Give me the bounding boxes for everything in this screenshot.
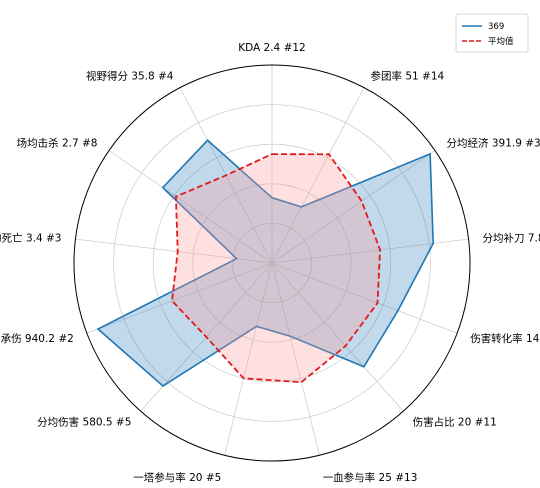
series-polygon-2 xyxy=(171,153,382,384)
axis-label: 一血参与率 25 #13 xyxy=(323,471,418,484)
grid-spoke xyxy=(271,262,320,456)
axis-label: 分均经济 391.9 #3 xyxy=(447,137,540,150)
axis-label: 视野得分 35.8 #4 xyxy=(86,69,174,82)
axis-label: 分均伤害 580.5 #5 xyxy=(37,416,131,429)
radar-series xyxy=(96,139,435,387)
grid-spoke xyxy=(224,262,273,456)
axis-label: 分均补刀 7.8 #3 xyxy=(483,231,540,244)
axis-labels: KDA 2.4 #12 参团率 51 #14 分均经济 391.9 #3 分均补刀 7… xyxy=(0,42,540,484)
grid-spoke xyxy=(271,238,469,264)
grid-spoke xyxy=(271,87,365,264)
grid-spoke xyxy=(75,238,273,264)
legend: 369 平均值 xyxy=(455,13,529,53)
grid-spoke xyxy=(271,262,404,412)
legend-box xyxy=(455,13,529,53)
axis-label: 参团率 51 #14 xyxy=(371,69,445,82)
axis-label: 伤害转化率 142 #7 xyxy=(470,332,540,345)
outer-frame xyxy=(73,64,471,462)
grid-spoke xyxy=(108,150,273,264)
axis-label: 一塔参与率 20 #5 xyxy=(133,471,221,484)
grid-spoke xyxy=(86,262,273,334)
legend-label-series-2: 平均值 xyxy=(488,36,514,47)
axis-label: 分均承伤 940.2 #2 xyxy=(0,332,74,345)
grid-spoke xyxy=(271,262,458,334)
axis-label: 场均死亡 3.4 #3 xyxy=(0,231,62,244)
axis-label: 场均击杀 2.7 #8 xyxy=(17,137,98,150)
axis-label: 伤害占比 20 #11 xyxy=(413,416,497,429)
axis-label: KDA 2.4 #12 xyxy=(238,42,306,54)
legend-label-series-1: 369 xyxy=(488,22,504,32)
grid-spoke xyxy=(271,150,436,264)
